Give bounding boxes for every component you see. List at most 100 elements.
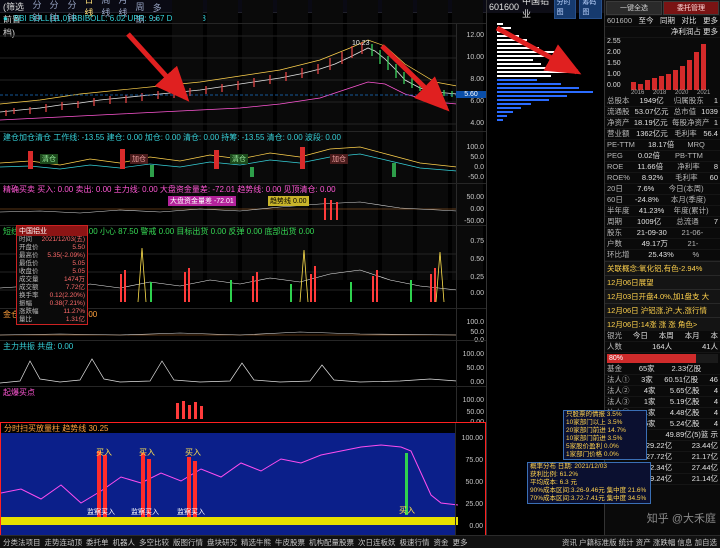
status-bar-item[interactable]: 更多 bbox=[452, 537, 468, 547]
sub4-axis: 100.0 50.0 0.0 bbox=[456, 309, 486, 344]
row-key2: 净利率 bbox=[677, 162, 700, 171]
status-bar-item[interactable]: 委托单 bbox=[86, 537, 109, 547]
right-section[interactable]: 12月06日展望 bbox=[605, 275, 720, 289]
sub-chart-mainforce[interactable]: 主力共振 共盘: 0.00 100.00 50.00 0.00 bbox=[0, 340, 486, 386]
mini-year-0: 2016 bbox=[631, 90, 645, 96]
row-val1: 21-09-30 bbox=[636, 228, 667, 237]
row-key: 周期 bbox=[607, 217, 622, 226]
period-1min[interactable]: 1分钟 bbox=[32, 0, 42, 23]
sub-chart-precise-trade[interactable]: 精确买卖 买入: 0.00 卖出: 0.00 主力线: 0.00 大盘资金量差:… bbox=[0, 183, 486, 225]
row-key: 总股本 bbox=[607, 96, 630, 105]
period-5min[interactable]: 5分钟 bbox=[67, 0, 77, 23]
fund-key: 基金 bbox=[607, 364, 622, 373]
mini-bar-chart: 2.55 2.00 1.50 1.00 0.00 2016 2018 2020 … bbox=[605, 38, 720, 96]
sub3-text: 短线抄底 100.00 风险 0.00 小心 87.50 警戒 0.00 目标出… bbox=[3, 226, 315, 236]
right-col-3[interactable]: 更多 bbox=[702, 16, 718, 25]
sub7-axis-1: 75.00 bbox=[465, 457, 483, 464]
row-key2: 今日(本周) bbox=[668, 184, 704, 193]
status-bar-item[interactable]: 机器人 bbox=[112, 537, 136, 547]
sub2-axis: 50.00 0.00 -50.00 bbox=[456, 184, 486, 225]
period-day[interactable]: 日线 bbox=[84, 0, 94, 18]
right-col-2[interactable]: 对比 bbox=[681, 16, 697, 25]
status-bar-item[interactable]: 精选牛熊 bbox=[241, 537, 271, 547]
float-info-line: 20家部门前进 14.7% bbox=[566, 427, 626, 434]
ctl-diejia[interactable]: 叠加 bbox=[206, 0, 238, 280]
sub7-mark-2: 买入 bbox=[185, 448, 201, 457]
status-bar-item[interactable]: 盘块研究 bbox=[207, 537, 237, 547]
fund-count: 65家 bbox=[638, 364, 655, 373]
sub-chart-minute-volume[interactable]: 分时扫买放量柱 趋势线 30.25 买入 买入 买入 买入 监察买入 监察买入 … bbox=[0, 422, 486, 546]
right-row: 20日 7.6% 今日(本周) bbox=[605, 184, 720, 195]
right-section[interactable]: 12月03日开盘4.0%,加1盘支 大 bbox=[605, 289, 720, 303]
chip-stats-line: 70%成本区间:3.72-7.41元 集中度 34.5% bbox=[530, 495, 647, 502]
mid-header[interactable]: 601600 中国铝业 分时图 筹码图 bbox=[487, 0, 604, 19]
sub-chart-breakout[interactable]: 起爆买点 100.00 50.00 0.00 bbox=[0, 386, 486, 426]
status-bar-item[interactable]: 机构配量股票 bbox=[309, 537, 354, 547]
right-row: 营业额 1362亿元 毛利率 56.4 bbox=[605, 129, 720, 140]
sub3-axis: 0.75 0.50 0.25 0.00 bbox=[456, 226, 486, 308]
row-val1: 25.43% bbox=[648, 250, 674, 259]
mini-year-3: 2021 bbox=[697, 90, 711, 96]
sub-chart-position[interactable]: 建仓加仓清仓 工作线: -13.55 建仓: 0.00 加仓: 0.00 清仓:… bbox=[0, 131, 486, 183]
status-bar-item[interactable]: 极速行情 bbox=[399, 537, 430, 547]
status-bar-items[interactable]: 分类法项目 走势连动顶 委托单 机器人 多空比较 版图行情 盘块研究 精选牛熊 牛皮股票 机构配量… bbox=[3, 537, 472, 548]
main-price-chart[interactable]: 10.23 12.00 10.00 8.00 6.00 4.00 5.60 bbox=[0, 23, 486, 131]
status-bar-item[interactable]: 版图行情 bbox=[173, 537, 203, 547]
right-row: 60日 -24.8% 本月(季度) bbox=[605, 195, 720, 206]
row-key: 营业额 bbox=[607, 129, 630, 138]
tail-v1: 29.22亿 bbox=[645, 441, 673, 450]
row-key2: % bbox=[692, 250, 700, 259]
status-bar-item[interactable]: 分类法项目 bbox=[3, 537, 41, 547]
sub2-svg bbox=[0, 198, 457, 220]
sub1-label-1: 加仓 bbox=[130, 154, 148, 164]
tooltip-value: 0.12(2.20%) bbox=[49, 292, 85, 299]
status-bar-item[interactable]: 多空比较 bbox=[139, 537, 169, 547]
right-section[interactable]: 12月06日:14涨 涨 涨 角色> bbox=[605, 317, 720, 331]
status-bar[interactable]: 分类法项目 走势连动顶 委托单 机器人 多空比较 版图行情 盘块研究 精选牛熊 牛皮股票 机构配量… bbox=[0, 535, 720, 548]
right-tabs[interactable]: 一键全选 委托管理 bbox=[605, 0, 720, 16]
ctl-gengduo[interactable]: 更多 bbox=[451, 0, 483, 280]
tooltip-row: 成交量 1474万 bbox=[17, 276, 87, 284]
price-axis-3: 6.00 bbox=[470, 98, 484, 105]
sub7-svg bbox=[1, 444, 458, 525]
fund-key: 法人① bbox=[607, 375, 630, 384]
tab-order-manage[interactable]: 委托管理 bbox=[663, 1, 719, 15]
sub1-label-2: 清仓 bbox=[230, 154, 248, 164]
percent-bar-label: 80% bbox=[609, 355, 624, 362]
tooltip-key: 收盘价 bbox=[19, 268, 39, 275]
sub7-submark-0: 监察买入 bbox=[87, 509, 115, 516]
row-key: 股东 bbox=[607, 228, 622, 237]
ctl-tongji[interactable]: 统计 bbox=[276, 0, 308, 280]
period-multi[interactable]: 多周期 bbox=[135, 1, 145, 25]
chip-stats-line: 90%成本区间:3.26-9.46元 集中度 21.6% bbox=[530, 487, 647, 494]
period-more[interactable]: 更多> bbox=[152, 3, 162, 24]
ctl-duogu[interactable]: 多股 bbox=[241, 0, 273, 280]
ctl-huaxian[interactable]: 画线 bbox=[311, 0, 343, 280]
right-section[interactable]: 关联概念:氧化铝,有色-2.94% bbox=[605, 261, 720, 275]
tab-select-all[interactable]: 一键全选 bbox=[606, 1, 662, 15]
sub1-svg bbox=[0, 146, 457, 177]
fund-key: 法人③ bbox=[607, 397, 630, 406]
row-key: PEG bbox=[607, 151, 623, 160]
row-key2: MRQ bbox=[687, 140, 705, 149]
price-axis-1: 10.00 bbox=[466, 54, 484, 61]
period-month[interactable]: 月线 bbox=[118, 0, 128, 18]
chart-toolbar[interactable]: 中国铝业(筛选前置档) 1分钟 15分钟 5分钟 日线 周线 月线 多周期 更多… bbox=[0, 0, 486, 280]
status-bar-item[interactable]: 牛皮股票 bbox=[275, 537, 305, 547]
sub1-axis-0: 100.0 bbox=[466, 144, 484, 151]
right-row: PEG 0.02倍 PB-TTM bbox=[605, 151, 720, 162]
right-col-1: 同期 bbox=[660, 16, 675, 25]
right-section[interactable]: 12月06日 沪铝涨,沪,大,涨行情 bbox=[605, 303, 720, 317]
tail-v2: 21.14亿 bbox=[691, 474, 718, 483]
status-bar-item[interactable]: 走势连动顶 bbox=[44, 537, 83, 547]
mini-axis-2: 1.50 bbox=[607, 60, 621, 67]
status-bar-item[interactable]: 次日连板妖 bbox=[358, 537, 396, 547]
period-week[interactable]: 周线 bbox=[101, 0, 111, 18]
mid-btn-chouma[interactable]: 筹码图 bbox=[579, 0, 602, 19]
mid-btn-fenshi[interactable]: 分时图 bbox=[553, 0, 577, 19]
status-bar-item[interactable]: 资金 bbox=[433, 537, 449, 547]
period-15min[interactable]: 15分钟 bbox=[49, 0, 59, 23]
row-val1: 7.6% bbox=[637, 184, 655, 193]
sub5-text: 主力共振 共盘: 0.00 bbox=[3, 341, 74, 351]
window-title: 中国铝业(筛选前置档) bbox=[3, 1, 24, 38]
